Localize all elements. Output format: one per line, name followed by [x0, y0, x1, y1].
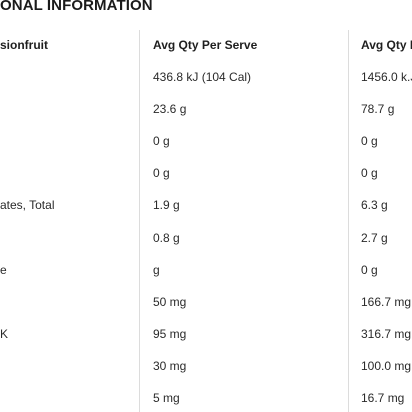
row-per-100g: 2.7 g: [361, 231, 388, 245]
row-per-serve: g: [153, 263, 160, 277]
row-label: ates, Total: [0, 198, 55, 212]
row-per-100g: 6.3 g: [361, 198, 388, 212]
row-per-serve: 436.8 kJ (104 Cal): [153, 70, 252, 84]
column-header-per-100g: Avg Qty I: [361, 38, 412, 52]
column-header-per-serve: Avg Qty Per Serve: [153, 38, 258, 52]
row-per-serve: 23.6 g: [153, 102, 187, 116]
row-per-serve: 0 g: [153, 166, 170, 180]
row-label: K: [0, 327, 9, 341]
row-per-100g: 0 g: [361, 166, 378, 180]
row-per-100g: 78.7 g: [361, 102, 395, 116]
row-per-100g: 16.7 mg: [361, 391, 405, 405]
row-per-serve: 50 mg: [153, 295, 187, 309]
row-per-100g: 0 g: [361, 263, 378, 277]
row-per-100g: 0 g: [361, 134, 378, 148]
nutrition-heading: ONAL INFORMATION: [0, 0, 153, 14]
column-divider: [139, 30, 140, 412]
row-per-100g: 100.0 mg: [361, 359, 412, 373]
row-per-serve: 0 g: [153, 134, 170, 148]
column-header-product: sionfruit: [0, 38, 48, 52]
row-per-serve: 5 mg: [153, 391, 180, 405]
row-per-100g: 1456.0 k.J: [361, 70, 412, 84]
column-divider: [348, 30, 349, 412]
row-per-serve: 30 mg: [153, 359, 187, 373]
row-per-serve: 0.8 g: [153, 231, 180, 245]
row-label: e: [0, 263, 7, 277]
row-per-serve: 1.9 g: [153, 198, 180, 212]
row-per-serve: 95 mg: [153, 327, 187, 341]
row-per-100g: 316.7 mg: [361, 327, 412, 341]
row-per-100g: 166.7 mg: [361, 295, 412, 309]
